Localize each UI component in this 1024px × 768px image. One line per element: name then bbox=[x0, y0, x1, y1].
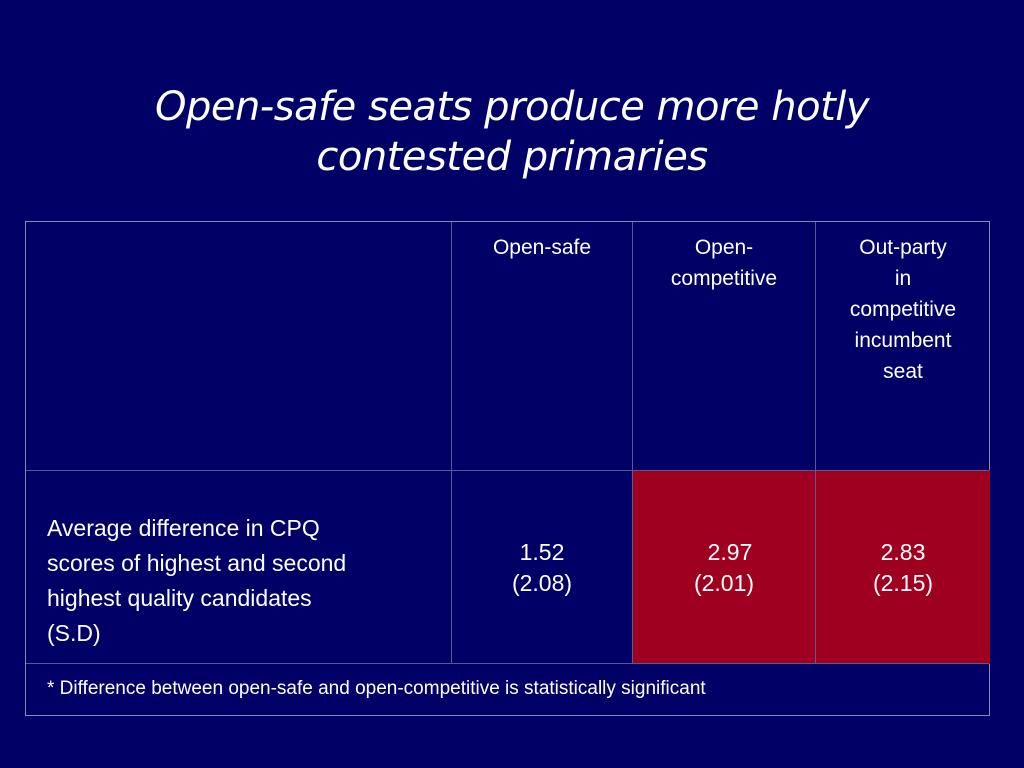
slide-title-line-2: contested primaries bbox=[316, 134, 708, 180]
highlight-out-party bbox=[815, 470, 990, 664]
cell-open-competitive-value: 2.97 bbox=[707, 539, 753, 565]
slide-title: Open-safe seats produce more hotly conte… bbox=[0, 82, 1024, 182]
cell-open-safe-value: 1.52 bbox=[519, 539, 565, 565]
cell-open-safe-sd: (2.08) bbox=[511, 570, 573, 596]
cell-open-competitive: 2.97 (2.01) bbox=[633, 471, 815, 663]
row-label-line-4: (S.D) bbox=[47, 620, 101, 646]
header-out-party: Out-party in competitive incumbent seat bbox=[816, 222, 990, 470]
header-open-safe-line-1: Open-safe bbox=[492, 236, 592, 259]
significance-note: * Difference between open-safe and open-… bbox=[47, 678, 706, 699]
row-label-line-2: scores of highest and second bbox=[47, 550, 347, 576]
grid-line-row-2 bbox=[26, 663, 989, 664]
cell-open-competitive-sd: (2.01) bbox=[693, 570, 755, 596]
row-label-line-3: highest quality candidates bbox=[47, 585, 312, 611]
row-label: Average difference in CPQ scores of high… bbox=[26, 471, 451, 663]
cell-out-party-value: 2.83 bbox=[880, 539, 926, 565]
header-out-party-line-2: in bbox=[894, 267, 912, 290]
grid-line-col-3 bbox=[815, 222, 816, 663]
header-open-competitive-line-2: competitive bbox=[670, 267, 778, 290]
header-open-competitive-line-1: Open- bbox=[694, 236, 754, 259]
cell-out-party-sd: (2.15) bbox=[872, 570, 934, 596]
highlight-open-competitive bbox=[632, 470, 815, 664]
grid-line-row-1 bbox=[26, 470, 989, 471]
grid-line-col-1 bbox=[451, 222, 452, 663]
slide-title-line-1: Open-safe seats produce more hotly bbox=[154, 84, 870, 130]
header-out-party-line-3: competitive bbox=[849, 298, 957, 321]
header-out-party-line-5: seat bbox=[883, 360, 923, 383]
cell-out-party: 2.83 (2.15) bbox=[816, 471, 990, 663]
header-out-party-line-1: Out-party bbox=[859, 236, 947, 259]
grid-line-col-2 bbox=[632, 222, 633, 663]
header-out-party-line-4: incumbent bbox=[854, 329, 952, 352]
row-label-line-1: Average difference in CPQ bbox=[47, 515, 320, 541]
header-open-safe: Open-safe bbox=[452, 222, 632, 470]
results-table: Open-safe Open- competitive Out-party in… bbox=[25, 221, 990, 716]
header-open-competitive: Open- competitive bbox=[633, 222, 815, 470]
cell-open-safe: 1.52 (2.08) bbox=[452, 471, 632, 663]
